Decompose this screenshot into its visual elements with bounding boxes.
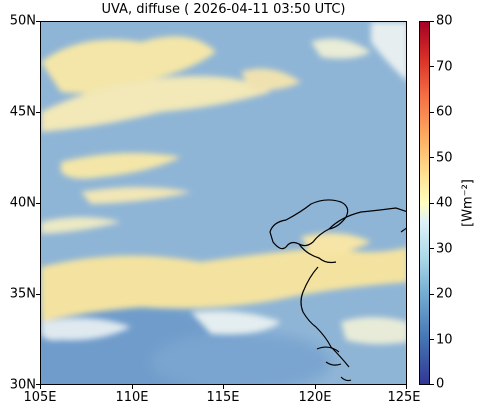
x-tick-label: 105E bbox=[23, 390, 57, 405]
y-tick-mark bbox=[36, 112, 40, 113]
colorbar-label: [Wm⁻²] bbox=[460, 179, 476, 227]
map-title: UVA, diffuse ( 2026-04-11 03:50 UTC) bbox=[101, 2, 346, 17]
colorbar-tick-mark bbox=[430, 66, 434, 67]
colorbar-tick-mark bbox=[430, 21, 434, 22]
x-tick-label: 120E bbox=[298, 390, 332, 405]
x-tick-label: 125E bbox=[387, 390, 421, 405]
y-tick-mark bbox=[36, 203, 40, 204]
y-tick-label: 35N bbox=[9, 286, 36, 302]
map-panel bbox=[40, 21, 407, 385]
x-tick-mark bbox=[40, 385, 41, 389]
colorbar-tick-label: 60 bbox=[436, 104, 453, 120]
x-tick-label: 115E bbox=[206, 390, 240, 405]
colorbar-tick-label: 50 bbox=[436, 150, 453, 165]
colorbar-tick-mark bbox=[430, 203, 434, 204]
colorbar-tick-mark bbox=[430, 112, 434, 113]
colorbar-tick-label: 20 bbox=[436, 286, 453, 302]
x-tick-mark bbox=[223, 385, 224, 389]
y-tick-label: 50N bbox=[9, 13, 36, 29]
colorbar-tick-mark bbox=[430, 294, 434, 295]
colorbar-tick-label: 30 bbox=[436, 241, 453, 256]
x-tick-mark bbox=[132, 385, 133, 389]
colorbar bbox=[419, 21, 430, 385]
colorbar-tick-mark bbox=[430, 248, 434, 249]
y-tick-label: 30N bbox=[9, 377, 36, 393]
colorbar-tick-label: 10 bbox=[436, 332, 453, 347]
y-tick-mark bbox=[36, 384, 40, 385]
x-tick-mark bbox=[315, 385, 316, 389]
colorbar-tick-mark bbox=[430, 339, 434, 340]
x-tick-mark bbox=[406, 385, 407, 389]
y-tick-label: 40N bbox=[9, 195, 36, 211]
x-tick-label: 110E bbox=[115, 390, 149, 405]
colorbar-tick-label: 40 bbox=[436, 195, 453, 211]
y-tick-mark bbox=[36, 294, 40, 295]
colorbar-tick-label: 0 bbox=[436, 376, 445, 392]
coastline bbox=[269, 199, 406, 382]
colorbar-tick-label: 80 bbox=[436, 13, 453, 29]
y-tick-mark bbox=[36, 21, 40, 22]
cloud-bands bbox=[41, 22, 406, 345]
colorbar-tick-mark bbox=[430, 157, 434, 158]
colorbar-tick-mark bbox=[430, 384, 434, 385]
map-field bbox=[41, 22, 406, 384]
y-tick-label: 45N bbox=[9, 104, 36, 120]
colorbar-tick-label: 70 bbox=[436, 59, 453, 74]
